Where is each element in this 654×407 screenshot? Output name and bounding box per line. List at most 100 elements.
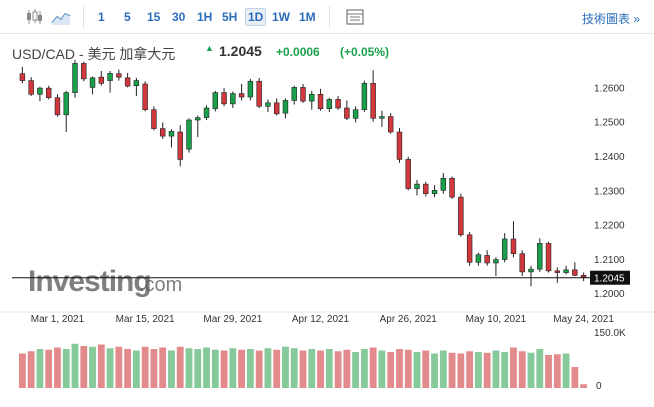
investing-watermark: Investing .com [28, 265, 182, 298]
watermark-brand: Investing [28, 265, 151, 298]
volume-bar [404, 349, 412, 388]
candle-body [203, 107, 210, 118]
candle-body [212, 92, 219, 109]
interval-30[interactable]: 30 [172, 10, 186, 24]
last-price: 1.2045 [219, 43, 262, 59]
volume-bar [194, 349, 202, 388]
candle-body [396, 131, 403, 160]
interval-1m[interactable]: 1M [299, 10, 316, 24]
y-tick-label: 1.2600 [594, 83, 625, 94]
candle-body [221, 92, 227, 105]
candle-body [116, 73, 122, 78]
line-chart-icon[interactable] [51, 8, 71, 26]
y-tick-label: 1.2200 [594, 221, 625, 232]
candle-body [247, 80, 254, 98]
interval-5h[interactable]: 5H [222, 10, 238, 24]
price-chart[interactable]: Investing .com 1.2000 1.2100 1.2200 1.2300 1… [0, 60, 654, 407]
candle-body [414, 183, 420, 189]
interval-1w[interactable]: 1W [272, 10, 290, 24]
candle-body [405, 159, 411, 189]
candle-body [151, 109, 157, 129]
interval-1[interactable]: 1 [98, 10, 105, 24]
interval-1h[interactable]: 1H [197, 10, 213, 24]
candle-body [54, 97, 61, 116]
candle-body [168, 131, 175, 137]
up-arrow-icon: ▲ [205, 43, 214, 53]
volume-bar [159, 347, 167, 388]
watermark-suffix: .com [139, 274, 182, 296]
candlestick-icon[interactable] [24, 8, 44, 26]
table-icon[interactable] [345, 8, 365, 26]
candle-body [431, 189, 438, 195]
y-tick-label: 1.2300 [594, 186, 625, 197]
interval-15[interactable]: 15 [147, 10, 161, 24]
candle-body [387, 116, 394, 133]
chart-toolbar: 1 5 15 30 1H 5H 1D 1W 1M 技術圖表 » [0, 0, 654, 34]
volume-tick-label: 0 [596, 381, 602, 392]
volume-bar [150, 349, 158, 388]
toolbar-separator [83, 6, 84, 28]
volume-bar [352, 352, 360, 388]
interval-1d[interactable]: 1D [245, 8, 267, 26]
candle-body [142, 83, 148, 111]
technical-chart-link[interactable]: 技術圖表 » [581, 12, 640, 26]
interval-5[interactable]: 5 [124, 10, 131, 24]
volume-bar [115, 346, 123, 388]
volume-bar [527, 352, 535, 388]
candle-body [519, 253, 525, 273]
candle-body [510, 238, 517, 255]
volume-bar [378, 350, 386, 388]
candle-body [63, 92, 69, 116]
volume-bar [369, 347, 377, 388]
volume-bar [62, 349, 70, 388]
volume-bar [229, 348, 237, 388]
volume-bar [36, 349, 44, 388]
x-tick-label: May 10, 2021 [466, 314, 527, 325]
volume-bar [439, 350, 447, 388]
volume-bar [211, 349, 219, 388]
candle-body [484, 255, 490, 264]
candle-body [133, 80, 140, 87]
toolbar-separator [329, 6, 330, 28]
candle-body [256, 80, 262, 107]
volume-bar [431, 353, 438, 388]
volume-bar [571, 367, 579, 388]
volume-bar [422, 350, 430, 388]
volume-bar [89, 346, 96, 388]
candle-body [195, 117, 201, 121]
candle-body [124, 77, 131, 87]
candle-body [466, 234, 473, 263]
volume-bar [545, 355, 552, 388]
volume-bar [457, 353, 465, 388]
candle-body [475, 254, 482, 263]
volume-bar [562, 353, 570, 388]
volume-bar [106, 348, 114, 388]
volume-bar [80, 346, 88, 388]
volume-bar [71, 343, 79, 388]
volume-bar [255, 350, 263, 388]
volume-bar [18, 353, 26, 388]
instrument-title: USD/CAD - 美元 加拿大元 [12, 46, 176, 62]
candle-body [72, 63, 78, 93]
candle-body [282, 100, 289, 114]
candle-body [528, 268, 534, 273]
candle-body [563, 269, 569, 273]
volume-bar [168, 350, 175, 388]
candle-body [309, 93, 315, 102]
candle-body [501, 238, 508, 260]
volume-bar [510, 347, 517, 388]
volume-bar [54, 347, 61, 388]
volume-bar [334, 351, 342, 388]
candle-body [379, 116, 385, 119]
price-change-percent: (+0.05%) [340, 45, 390, 59]
volume-bar [299, 350, 307, 388]
candle-body [449, 177, 455, 198]
candle-body [440, 177, 447, 191]
volume-bar [483, 352, 491, 388]
volume-bar [238, 349, 246, 388]
volume-bar [466, 351, 474, 388]
x-tick-label: Mar 1, 2021 [31, 314, 85, 325]
price-change: +0.0006 [276, 45, 320, 59]
candle-body [98, 76, 105, 84]
volume-bar [501, 352, 509, 388]
